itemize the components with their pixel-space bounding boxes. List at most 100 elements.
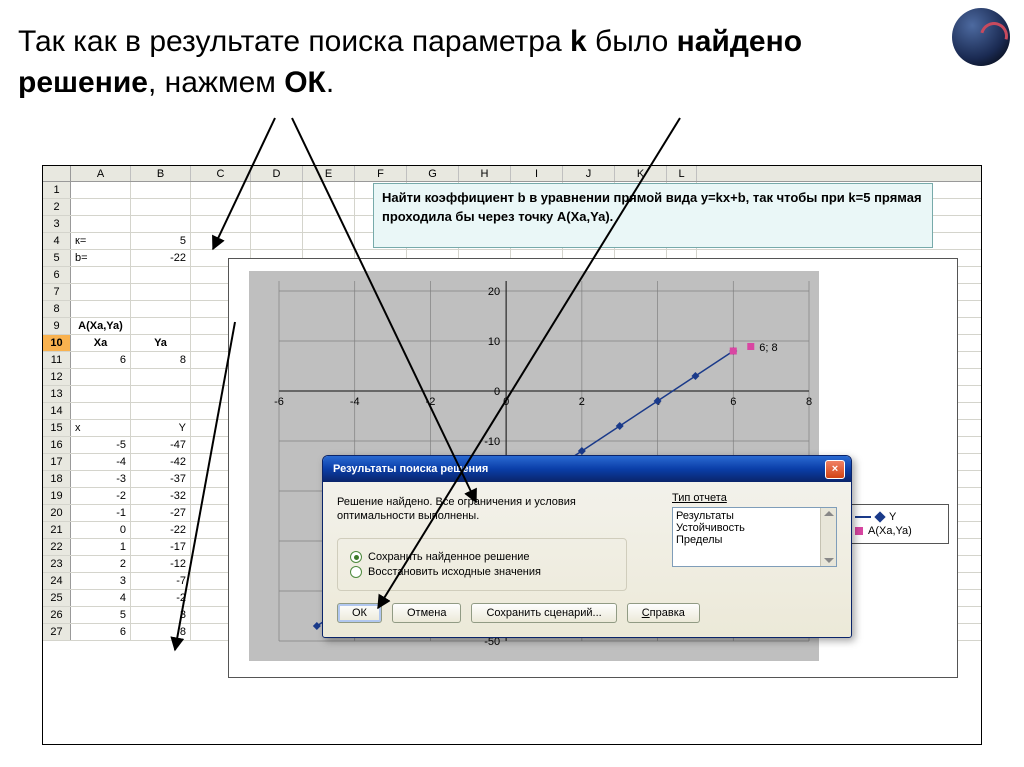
row-header-12[interactable]: 12 [43, 369, 71, 385]
cell-A8[interactable] [71, 301, 131, 317]
row-header-9[interactable]: 9 [43, 318, 71, 334]
cell-A22[interactable]: 1 [71, 539, 131, 555]
cell-B24[interactable]: -7 [131, 573, 191, 589]
cell-B13[interactable] [131, 386, 191, 402]
cell-A12[interactable] [71, 369, 131, 385]
cell-E4[interactable] [303, 233, 355, 249]
cell-B25[interactable]: -2 [131, 590, 191, 606]
cell-B21[interactable]: -22 [131, 522, 191, 538]
report-item[interactable]: Пределы [676, 534, 833, 546]
row-header-27[interactable]: 27 [43, 624, 71, 640]
cell-A19[interactable]: -2 [71, 488, 131, 504]
cell-B20[interactable]: -27 [131, 505, 191, 521]
cell-E1[interactable] [303, 182, 355, 198]
row-header-25[interactable]: 25 [43, 590, 71, 606]
row-header-18[interactable]: 18 [43, 471, 71, 487]
cell-B10[interactable]: Ya [131, 335, 191, 351]
close-icon[interactable]: × [825, 460, 845, 479]
row-header-20[interactable]: 20 [43, 505, 71, 521]
cell-B8[interactable] [131, 301, 191, 317]
col-header-D[interactable]: D [251, 166, 303, 181]
cell-B12[interactable] [131, 369, 191, 385]
row-header-15[interactable]: 15 [43, 420, 71, 436]
cell-D1[interactable] [251, 182, 303, 198]
cell-B15[interactable]: Y [131, 420, 191, 436]
cell-A4[interactable]: к= [71, 233, 131, 249]
row-header-11[interactable]: 11 [43, 352, 71, 368]
cell-A6[interactable] [71, 267, 131, 283]
radio-keep-solution[interactable] [350, 551, 362, 563]
cell-A7[interactable] [71, 284, 131, 300]
col-header-L[interactable]: L [667, 166, 697, 181]
cell-A1[interactable] [71, 182, 131, 198]
cell-B17[interactable]: -42 [131, 454, 191, 470]
row-header-16[interactable]: 16 [43, 437, 71, 453]
cell-A2[interactable] [71, 199, 131, 215]
cell-B1[interactable] [131, 182, 191, 198]
cell-B9[interactable] [131, 318, 191, 334]
cell-A15[interactable]: x [71, 420, 131, 436]
cell-A23[interactable]: 2 [71, 556, 131, 572]
cell-B6[interactable] [131, 267, 191, 283]
cell-A9[interactable]: A(Xa,Ya) [71, 318, 131, 334]
cell-D3[interactable] [251, 216, 303, 232]
solver-results-dialog[interactable]: Результаты поиска решения × Решение найд… [322, 455, 852, 638]
cell-B14[interactable] [131, 403, 191, 419]
row-header-24[interactable]: 24 [43, 573, 71, 589]
cell-D2[interactable] [251, 199, 303, 215]
cell-A16[interactable]: -5 [71, 437, 131, 453]
cell-B19[interactable]: -32 [131, 488, 191, 504]
cell-A25[interactable]: 4 [71, 590, 131, 606]
cell-B18[interactable]: -37 [131, 471, 191, 487]
row-header-3[interactable]: 3 [43, 216, 71, 232]
row-header-19[interactable]: 19 [43, 488, 71, 504]
row-header-2[interactable]: 2 [43, 199, 71, 215]
col-header-A[interactable]: A [71, 166, 131, 181]
cell-A17[interactable]: -4 [71, 454, 131, 470]
col-header-B[interactable]: B [131, 166, 191, 181]
scrollbar[interactable] [820, 508, 836, 566]
row-header-22[interactable]: 22 [43, 539, 71, 555]
cancel-button[interactable]: Отмена [392, 603, 461, 623]
cell-C1[interactable] [191, 182, 251, 198]
cell-B5[interactable]: -22 [131, 250, 191, 266]
cell-A20[interactable]: -1 [71, 505, 131, 521]
cell-A18[interactable]: -3 [71, 471, 131, 487]
select-all-corner[interactable] [43, 166, 71, 181]
row-header-17[interactable]: 17 [43, 454, 71, 470]
row-header-6[interactable]: 6 [43, 267, 71, 283]
report-type-list[interactable]: РезультатыУстойчивостьПределы [672, 507, 837, 567]
cell-A3[interactable] [71, 216, 131, 232]
cell-C2[interactable] [191, 199, 251, 215]
dialog-titlebar[interactable]: Результаты поиска решения × [323, 456, 851, 482]
cell-C3[interactable] [191, 216, 251, 232]
cell-A11[interactable]: 6 [71, 352, 131, 368]
save-scenario-button[interactable]: Сохранить сценарий... [471, 603, 616, 623]
report-item[interactable]: Устойчивость [676, 522, 833, 534]
cell-A5[interactable]: b= [71, 250, 131, 266]
col-header-H[interactable]: H [459, 166, 511, 181]
row-header-1[interactable]: 1 [43, 182, 71, 198]
cell-E2[interactable] [303, 199, 355, 215]
help-button[interactable]: Справка [627, 603, 700, 623]
row-header-4[interactable]: 4 [43, 233, 71, 249]
col-header-J[interactable]: J [563, 166, 615, 181]
row-header-7[interactable]: 7 [43, 284, 71, 300]
cell-B7[interactable] [131, 284, 191, 300]
cell-A10[interactable]: Xa [71, 335, 131, 351]
report-item[interactable]: Результаты [676, 510, 833, 522]
cell-B3[interactable] [131, 216, 191, 232]
cell-D4[interactable] [251, 233, 303, 249]
cell-A13[interactable] [71, 386, 131, 402]
row-header-10[interactable]: 10 [43, 335, 71, 351]
cell-B11[interactable]: 8 [131, 352, 191, 368]
cell-A24[interactable]: 3 [71, 573, 131, 589]
row-header-14[interactable]: 14 [43, 403, 71, 419]
cell-A27[interactable]: 6 [71, 624, 131, 640]
ok-button[interactable]: ОК [337, 603, 382, 623]
cell-B27[interactable]: 8 [131, 624, 191, 640]
cell-B26[interactable]: 3 [131, 607, 191, 623]
col-header-I[interactable]: I [511, 166, 563, 181]
col-header-F[interactable]: F [355, 166, 407, 181]
row-header-21[interactable]: 21 [43, 522, 71, 538]
